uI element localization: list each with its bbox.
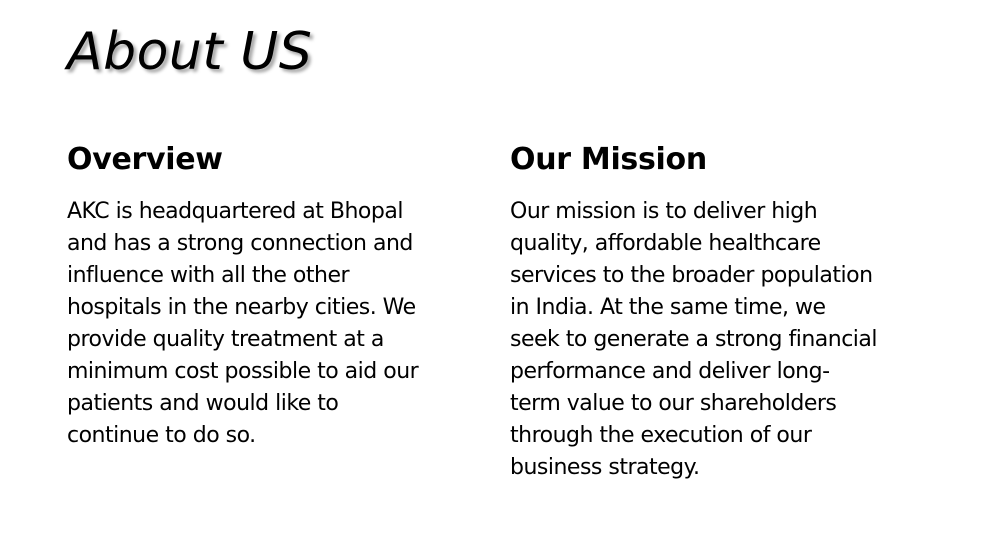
mission-line: performance and deliver long- — [510, 359, 830, 384]
mission-line: Our mission is to deliver high — [510, 199, 818, 224]
overview-line: and has a strong connection and — [67, 231, 413, 256]
overview-line: provide quality treatment at a — [67, 327, 384, 352]
mission-line: through the execution of our — [510, 423, 812, 448]
overview-line: influence with all the other — [67, 263, 350, 288]
mission-line: quality, affordable healthcare — [510, 231, 821, 256]
mission-line: business strategy. — [510, 455, 700, 480]
overview-heading: Overview — [67, 142, 223, 177]
overview-line: patients and would like to — [67, 391, 339, 416]
overview-section: Overview AKC is headquartered at Bhopal … — [67, 141, 477, 452]
slide-title: About US — [67, 22, 313, 82]
overview-line: AKC is headquartered at Bhopal — [67, 199, 403, 224]
mission-text: Our mission is to deliver high quality, … — [510, 196, 930, 484]
mission-line: seek to generate a strong financial — [510, 327, 878, 352]
mission-heading: Our Mission — [510, 142, 707, 177]
mission-line: in India. At the same time, we — [510, 295, 826, 320]
mission-section: Our Mission Our mission is to deliver hi… — [510, 141, 930, 484]
mission-line: term value to our shareholders — [510, 391, 837, 416]
overview-line: hospitals in the nearby cities. We — [67, 295, 416, 320]
overview-line: minimum cost possible to aid our — [67, 359, 419, 384]
overview-line: continue to do so. — [67, 423, 256, 448]
overview-text: AKC is headquartered at Bhopal and has a… — [67, 196, 477, 452]
mission-line: services to the broader population — [510, 263, 873, 288]
